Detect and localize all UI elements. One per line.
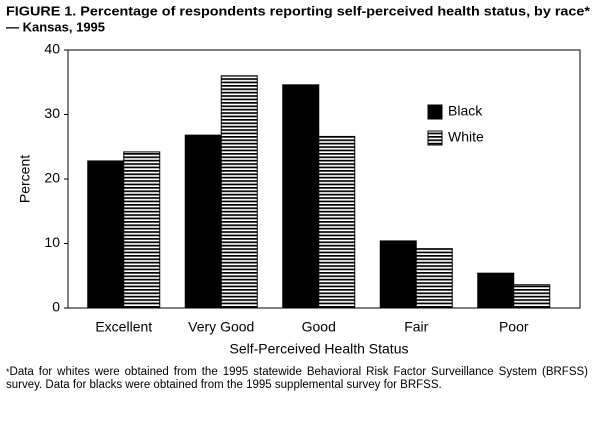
x-tick-label: Good: [302, 319, 336, 335]
bar: [415, 248, 453, 309]
bar: [87, 160, 125, 309]
bar: [220, 75, 258, 309]
bar: [318, 135, 356, 309]
footnote-text: Data for whites were obtained from the 1…: [6, 366, 588, 391]
legend-swatch: [427, 130, 443, 146]
chart-title: FIGURE 1. Percentage of respondents repo…: [6, 3, 591, 18]
y-tick-label: 40: [44, 41, 60, 57]
y-tick-label: 0: [52, 299, 60, 315]
bar: [282, 84, 320, 309]
bar: [379, 240, 417, 309]
bar: [477, 272, 515, 309]
legend-label: Black: [448, 103, 483, 119]
footnote: *Data for whites were obtained from the …: [6, 366, 588, 392]
x-axis-label: Self-Perceived Health Status: [230, 341, 409, 357]
chart: FIGURE 1. Percentage of respondents repo…: [6, 3, 591, 357]
legend-label: White: [448, 129, 484, 145]
y-axis-label: Percent: [17, 155, 33, 203]
x-tick-label: Poor: [499, 319, 529, 335]
bar: [513, 284, 551, 309]
x-tick-label: Excellent: [95, 319, 152, 335]
chart-title: — Kansas, 1995: [6, 19, 105, 34]
x-tick-label: Very Good: [188, 319, 254, 335]
y-tick-label: 10: [44, 234, 60, 250]
bar: [184, 134, 222, 309]
y-tick-label: 20: [44, 170, 60, 186]
y-tick-label: 30: [44, 105, 60, 121]
bar: [123, 151, 161, 309]
legend-swatch: [427, 104, 443, 120]
x-tick-label: Fair: [404, 319, 428, 335]
footnote-marker: *: [6, 367, 10, 377]
